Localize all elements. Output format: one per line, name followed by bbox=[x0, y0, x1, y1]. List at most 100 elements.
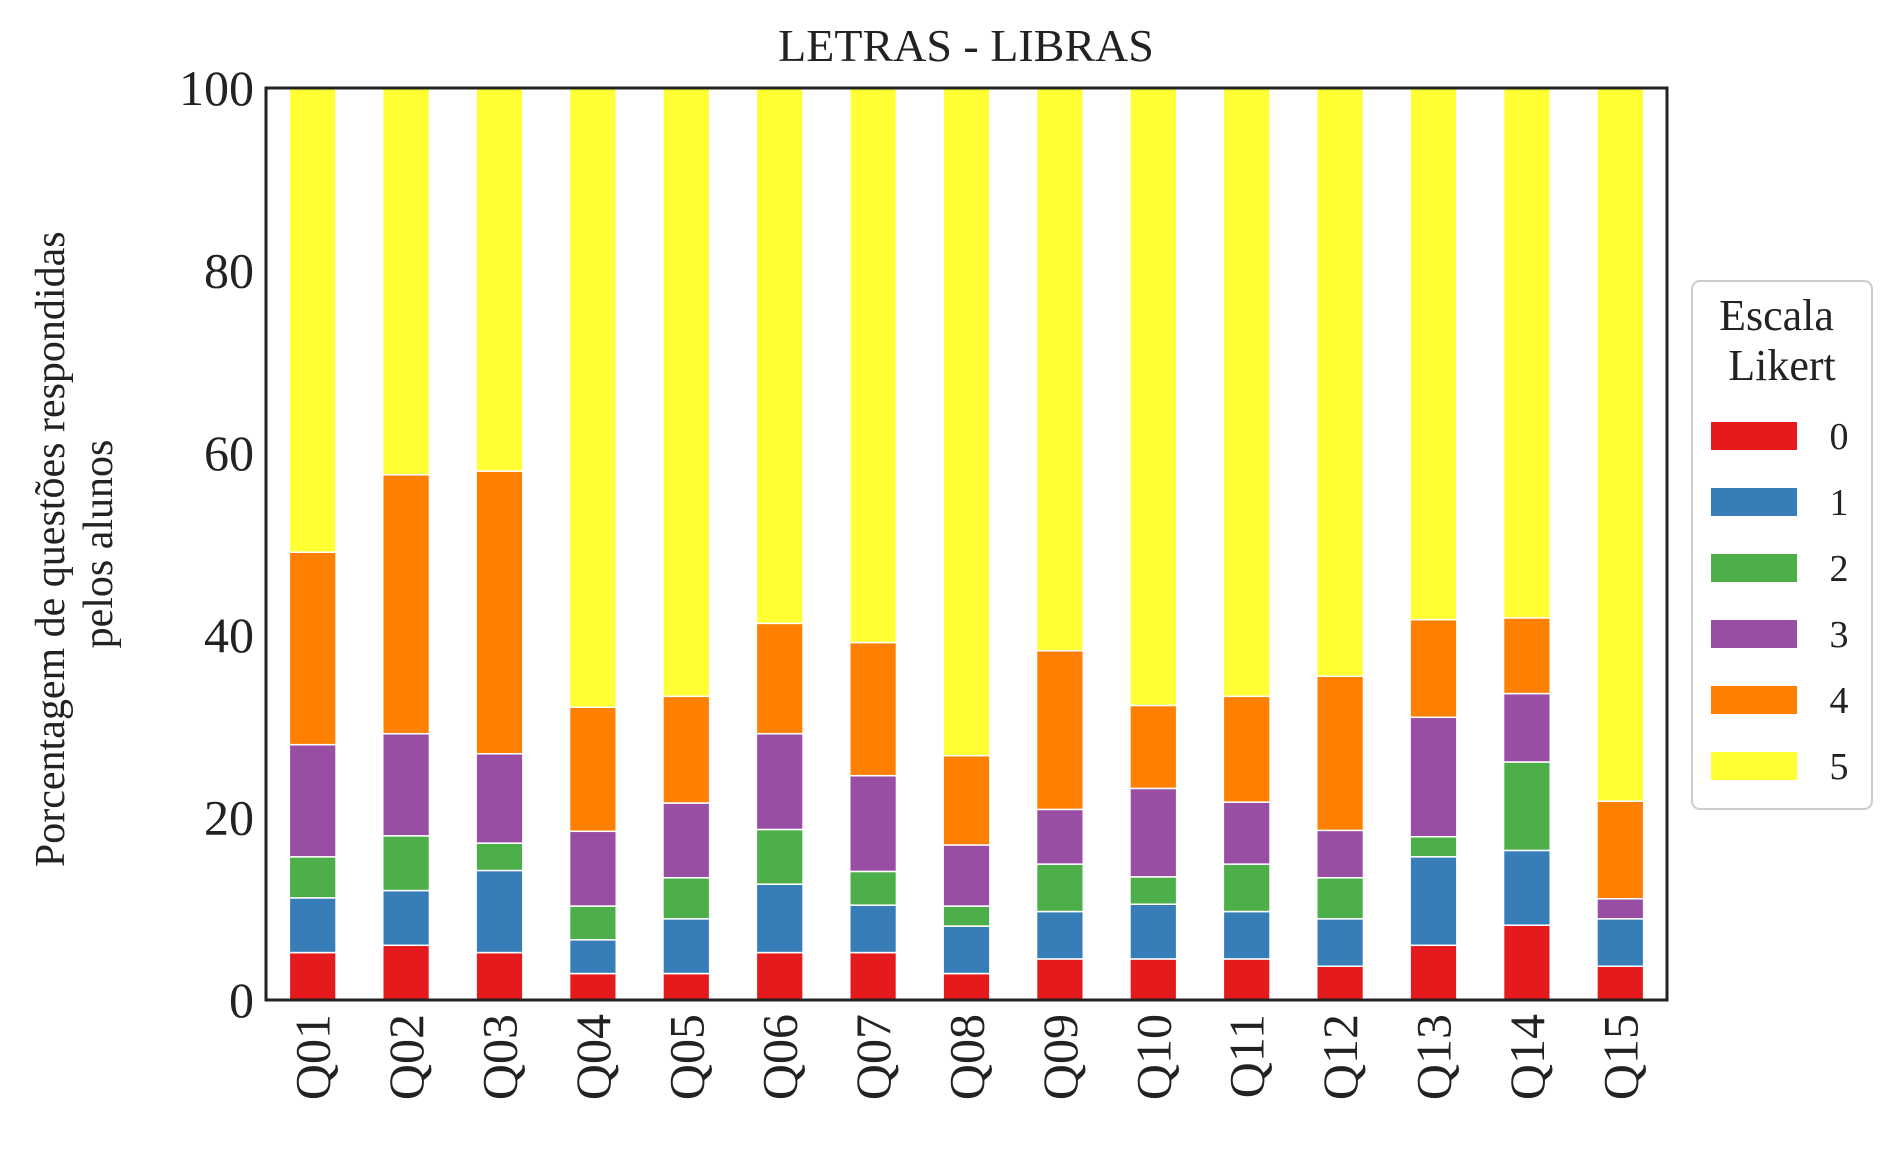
legend-swatch-4 bbox=[1711, 686, 1797, 714]
x-tick-label-q03: Q03 bbox=[472, 1014, 528, 1100]
bar-segment-q10-likert-0 bbox=[1129, 958, 1178, 1001]
y-tick-label-100: 100 bbox=[179, 60, 254, 116]
legend: Escala Likert 0 1 2 3 4 5 bbox=[1691, 280, 1873, 810]
bar-segment-q07-likert-3 bbox=[849, 774, 898, 873]
bar-segment-q07-likert-4 bbox=[849, 641, 898, 777]
bar-segment-q12-likert-0 bbox=[1316, 965, 1365, 1001]
bar-segment-q03-likert-2 bbox=[475, 842, 524, 872]
bar-segment-q11-likert-0 bbox=[1222, 958, 1271, 1001]
bar-segment-q12-likert-1 bbox=[1316, 918, 1365, 968]
bar-segment-q06-likert-1 bbox=[755, 883, 804, 954]
x-tick-label-q05: Q05 bbox=[658, 1014, 714, 1100]
bar-segment-q07-likert-1 bbox=[849, 904, 898, 954]
bar-segment-q11-likert-4 bbox=[1222, 695, 1271, 803]
bar-segment-q09-likert-2 bbox=[1035, 863, 1085, 913]
bar-stacks bbox=[288, 87, 1645, 1001]
bar-segment-q08-likert-2 bbox=[942, 905, 991, 927]
bar-segment-q11-likert-3 bbox=[1222, 801, 1271, 865]
bar-segment-q11-likert-1 bbox=[1222, 910, 1271, 960]
y-tick-label-60: 60 bbox=[204, 425, 254, 481]
bar-segment-q01-likert-2 bbox=[288, 856, 337, 899]
legend-label-0: 0 bbox=[1830, 416, 1849, 458]
legend-swatch-5 bbox=[1711, 752, 1797, 780]
bar-segment-q03-likert-4 bbox=[475, 470, 524, 755]
chart-title: LETRAS - LIBRAS bbox=[778, 20, 1154, 71]
bar-segment-q05-likert-4 bbox=[662, 695, 711, 804]
bar-segment-q14-likert-0 bbox=[1502, 924, 1552, 1001]
x-tick-label-q11: Q11 bbox=[1219, 1014, 1275, 1098]
y-tick-label-40: 40 bbox=[204, 607, 254, 663]
bar-segment-q02-likert-2 bbox=[382, 835, 431, 892]
bar-segment-q10-likert-5 bbox=[1129, 87, 1178, 707]
bar-segment-q15-likert-0 bbox=[1596, 965, 1645, 1001]
legend-label-2: 2 bbox=[1830, 548, 1849, 590]
y-tick-label-80: 80 bbox=[204, 242, 254, 298]
y-axis-label-line-2: pelos alunos bbox=[76, 440, 122, 649]
bar-segment-q15-likert-3 bbox=[1596, 898, 1645, 920]
bar-segment-q04-likert-4 bbox=[568, 706, 617, 833]
bar-segment-q15-likert-5 bbox=[1596, 87, 1645, 802]
bar-segment-q15-likert-4 bbox=[1596, 800, 1645, 900]
bar-segment-q11-likert-5 bbox=[1222, 87, 1271, 698]
bar-segment-q12-likert-2 bbox=[1316, 877, 1365, 920]
bar-segment-q04-likert-0 bbox=[568, 972, 617, 1001]
legend-swatch-2 bbox=[1711, 554, 1797, 582]
bar-segment-q07-likert-5 bbox=[849, 87, 898, 644]
plot-frame bbox=[264, 86, 1669, 1002]
bar-segment-q02-likert-5 bbox=[382, 87, 431, 476]
bar-segment-q12-likert-5 bbox=[1316, 87, 1365, 677]
bar-segment-q02-likert-0 bbox=[382, 944, 431, 1001]
bar-segment-q03-likert-3 bbox=[475, 753, 524, 844]
bar-segment-q06-likert-2 bbox=[755, 828, 804, 885]
legend-title: Escala Likert bbox=[1719, 291, 1845, 390]
legend-entries: 0 1 2 3 4 5 bbox=[1711, 416, 1849, 788]
bar-segment-q01-likert-3 bbox=[288, 743, 337, 858]
bar-segment-q02-likert-4 bbox=[382, 473, 431, 735]
bar-segment-q09-likert-0 bbox=[1035, 958, 1085, 1001]
bar-segment-q01-likert-0 bbox=[288, 951, 337, 1001]
bar-segment-q14-likert-4 bbox=[1502, 617, 1552, 695]
bar-segment-q13-likert-3 bbox=[1409, 716, 1458, 838]
bar-segment-q05-likert-0 bbox=[662, 972, 711, 1001]
x-tick-label-q01: Q01 bbox=[285, 1014, 341, 1100]
bar-segment-q01-likert-1 bbox=[288, 897, 337, 954]
y-axis-ticks: 0 20 40 60 80 100 bbox=[179, 60, 254, 1028]
legend-title-line-2: Likert bbox=[1728, 341, 1836, 390]
x-tick-label-q09: Q09 bbox=[1032, 1014, 1088, 1100]
x-tick-label-q08: Q08 bbox=[939, 1014, 995, 1100]
bar-segment-q07-likert-0 bbox=[849, 951, 898, 1001]
bar-segment-q06-likert-4 bbox=[755, 622, 804, 735]
x-tick-label-q12: Q12 bbox=[1312, 1014, 1368, 1100]
bar-segment-q09-likert-4 bbox=[1035, 649, 1085, 811]
bar-segment-q14-likert-1 bbox=[1502, 849, 1552, 926]
legend-swatch-0 bbox=[1711, 422, 1797, 450]
x-tick-label-q07: Q07 bbox=[845, 1014, 901, 1100]
legend-label-3: 3 bbox=[1830, 614, 1849, 656]
legend-swatch-3 bbox=[1711, 620, 1797, 648]
bar-segment-q13-likert-4 bbox=[1409, 618, 1458, 719]
bar-segment-q04-likert-5 bbox=[568, 87, 617, 708]
bar-segment-q08-likert-5 bbox=[942, 87, 991, 757]
bar-segment-q01-likert-4 bbox=[288, 551, 337, 746]
legend-title-line-1: Escala bbox=[1719, 291, 1834, 340]
bar-segment-q08-likert-4 bbox=[942, 754, 991, 846]
bar-segment-q08-likert-0 bbox=[942, 972, 991, 1001]
bar-segment-q14-likert-3 bbox=[1502, 692, 1552, 763]
bar-segment-q14-likert-5 bbox=[1502, 87, 1552, 619]
bar-segment-q13-likert-5 bbox=[1409, 87, 1458, 621]
bar-segment-q05-likert-2 bbox=[662, 877, 711, 920]
bar-segment-q06-likert-3 bbox=[755, 732, 804, 831]
bar-segment-q07-likert-2 bbox=[849, 870, 898, 906]
x-tick-label-q10: Q10 bbox=[1125, 1014, 1181, 1100]
bar-segment-q06-likert-5 bbox=[755, 87, 804, 625]
bar-segment-q14-likert-2 bbox=[1502, 761, 1552, 852]
bar-segment-q02-likert-1 bbox=[382, 889, 431, 947]
y-axis-label: Porcentagem de questões respondidas pelo… bbox=[28, 221, 122, 867]
bar-segment-q05-likert-5 bbox=[662, 87, 711, 698]
bar-segment-q09-likert-5 bbox=[1035, 87, 1085, 652]
x-axis-ticks: Q01 Q02 Q03 Q04 Q05 Q06 Q07 Q08 Q09 Q10 Q11 Q12 Q13 Q… bbox=[285, 1014, 1649, 1100]
bar-segment-q04-likert-2 bbox=[568, 905, 617, 941]
y-tick-label-20: 20 bbox=[204, 790, 254, 846]
bar-segment-q04-likert-3 bbox=[568, 830, 617, 907]
